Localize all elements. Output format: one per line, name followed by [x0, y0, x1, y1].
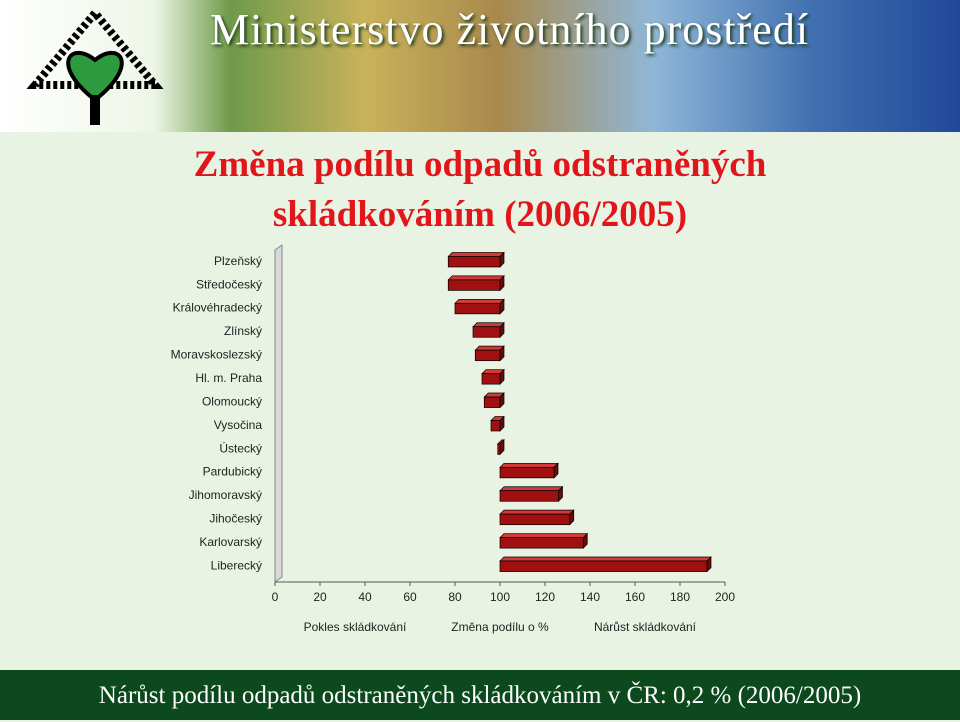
- x-tick-label: 200: [715, 590, 735, 604]
- bar: [447, 256, 501, 268]
- y-tick-label: Pardubický: [203, 465, 262, 479]
- bar: [474, 349, 501, 362]
- bar: [499, 560, 708, 572]
- chart-title: Změna podílu odpadů odstraněných skládko…: [193, 144, 767, 235]
- x-tick-label: 140: [580, 590, 600, 604]
- y-tick-label: Jihočeský: [209, 512, 262, 526]
- bar: [499, 513, 571, 526]
- y-tick-label: Plzeňský: [214, 254, 262, 268]
- bar: [499, 490, 559, 502]
- bar-top: [474, 345, 505, 351]
- x-axis-label: Pokles skládkování: [304, 620, 407, 634]
- x-tick-label: 160: [625, 590, 645, 604]
- logo: [26, 6, 164, 125]
- x-tick-label: 80: [448, 590, 462, 604]
- bar-top: [499, 486, 564, 492]
- x-tick-label: 60: [403, 590, 417, 604]
- x-tick-label: 180: [670, 590, 690, 604]
- y-tick-label: Zlínský: [224, 324, 262, 338]
- bar: [497, 443, 501, 455]
- y-tick-label: Vysočina: [214, 418, 263, 432]
- bar-top: [472, 322, 505, 328]
- bar-top: [447, 275, 505, 281]
- bar-top: [499, 556, 712, 562]
- y-tick-label: Karlovarský: [199, 535, 262, 549]
- x-tick-label: 40: [358, 590, 372, 604]
- bar: [454, 302, 501, 315]
- chart-wall: [274, 244, 283, 583]
- chart: 0 20 40 60 80 100 120 140 160 180 200 Pokles skládk…: [171, 244, 735, 634]
- x-axis-label: Změna podílu o %: [451, 620, 549, 634]
- bar-top: [447, 252, 505, 257]
- y-tick-label: Hl. m. Praha: [195, 371, 262, 385]
- banner-title: Ministerstvo životního prostředí: [210, 5, 810, 54]
- bar-top: [454, 298, 505, 304]
- y-tick-label: Královéhradecký: [173, 301, 262, 315]
- bar: [499, 537, 584, 549]
- x-tick-label: 100: [490, 590, 510, 604]
- bar: [481, 373, 501, 385]
- y-tick-label: Olomoucký: [202, 394, 262, 408]
- x-tick-label: 0: [272, 590, 279, 604]
- bar-top: [499, 509, 575, 515]
- x-axis-label: Nárůst skládkování: [594, 620, 697, 634]
- bar: [483, 396, 501, 408]
- bar-top: [499, 462, 559, 468]
- y-tick-label: Ústecký: [219, 440, 262, 455]
- y-tick-label: Liberecký: [211, 558, 262, 572]
- y-tick-label: Jihomoravský: [189, 488, 262, 502]
- bar-top: [499, 533, 589, 538]
- footer: Nárůst podílu odpadů odstraněných skládk…: [0, 670, 960, 720]
- y-tick-label: Moravskoslezský: [171, 348, 262, 362]
- bar: [490, 420, 501, 432]
- y-tick-label: Středočeský: [196, 277, 262, 291]
- bar: [447, 279, 501, 291]
- x-tick-label: 20: [313, 590, 327, 604]
- banner: Ministerstvo životního prostředí: [0, 0, 960, 132]
- x-tick-label: 120: [535, 590, 555, 604]
- bar: [472, 326, 501, 338]
- bar: [499, 466, 555, 479]
